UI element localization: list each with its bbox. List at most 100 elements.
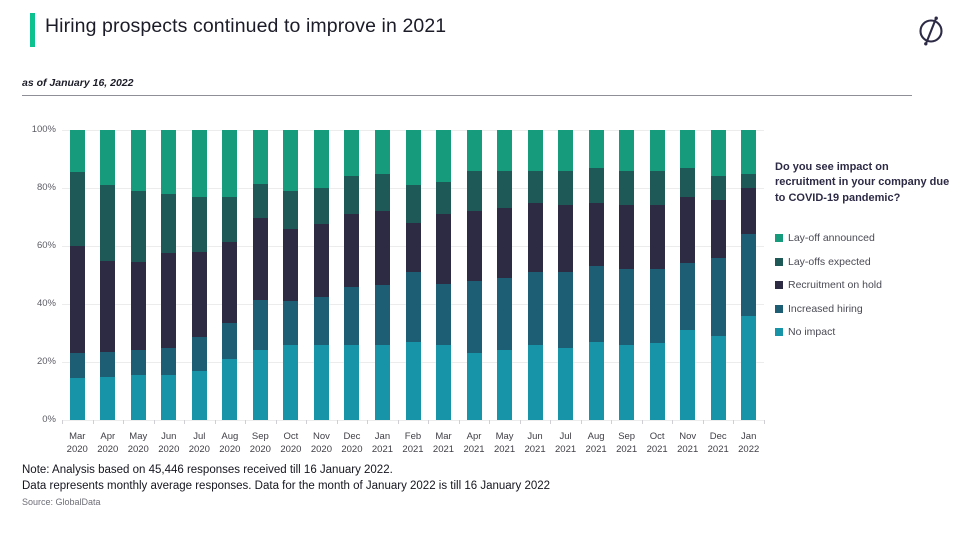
legend-swatch xyxy=(775,234,783,243)
bar-segment xyxy=(191,370,207,420)
bar-segment xyxy=(436,344,452,420)
x-axis-label: Jan 2022 xyxy=(738,431,760,455)
bar-segment xyxy=(191,196,207,252)
x-axis-tick xyxy=(489,420,491,424)
x-axis-tick xyxy=(214,420,216,424)
note-line-2: Data represents monthly average response… xyxy=(22,480,551,492)
x-axis-label: Dec 2021 xyxy=(707,431,729,455)
bar-segment xyxy=(191,337,207,371)
x-axis-label: Dec 2020 xyxy=(341,431,363,455)
bar-segment xyxy=(130,130,146,191)
bar-segment xyxy=(588,167,604,203)
bar-segment xyxy=(374,211,390,286)
x-axis-tick xyxy=(397,420,399,424)
bar-segment xyxy=(283,228,299,302)
bar-segment xyxy=(680,263,696,331)
legend-swatch xyxy=(775,328,783,337)
y-axis-tick-label: 20% xyxy=(36,356,56,367)
bar-segment xyxy=(497,350,513,420)
x-axis-tick xyxy=(306,420,308,424)
bar-segment xyxy=(527,170,543,203)
legend-item: Lay-offs expected xyxy=(775,256,950,268)
x-axis-label: May 2021 xyxy=(493,431,516,455)
x-axis-label: Apr 2021 xyxy=(463,431,485,455)
legend-item: Lay-off announced xyxy=(775,232,950,244)
x-axis-label: Apr 2020 xyxy=(97,431,119,455)
note-line-1: Note: Analysis based on 45,446 responses… xyxy=(22,464,393,476)
bar-segment xyxy=(588,202,604,267)
bar-segment xyxy=(222,196,238,242)
stacked-bar xyxy=(191,130,207,420)
bar-segment xyxy=(100,351,116,377)
x-axis-tick xyxy=(428,420,430,424)
bar-segment xyxy=(344,130,360,177)
stacked-bar xyxy=(680,130,696,420)
gridline xyxy=(62,420,764,421)
bar-segment xyxy=(222,241,238,323)
bar-segment xyxy=(69,353,85,378)
bar-segment xyxy=(741,173,757,189)
x-axis-tick xyxy=(153,420,155,424)
x-axis-label: Jul 2021 xyxy=(555,431,577,455)
legend-label: Lay-offs expected xyxy=(788,255,871,268)
legend-label: Lay-off announced xyxy=(788,232,875,245)
bar-segment xyxy=(313,130,329,189)
bar-segment xyxy=(741,130,757,174)
x-axis-label: Mar 2020 xyxy=(66,431,88,455)
chart-legend: Do you see impact on recruitment in your… xyxy=(775,160,950,350)
stacked-bar xyxy=(558,130,574,420)
y-axis-tick-label: 0% xyxy=(42,414,56,425)
bar-segment xyxy=(100,376,116,420)
bar-segment xyxy=(191,130,207,197)
stacked-bar xyxy=(436,130,452,420)
stacked-bar xyxy=(588,130,604,420)
stacked-bar xyxy=(130,130,146,420)
bar-segment xyxy=(649,170,665,206)
legend-item: Recruitment on hold xyxy=(775,279,950,291)
stacked-bar xyxy=(466,130,482,420)
x-axis-tick xyxy=(275,420,277,424)
bar-segment xyxy=(710,130,726,177)
stacked-bar xyxy=(161,130,177,420)
bar-segment xyxy=(497,277,513,351)
bar-segment xyxy=(710,176,726,200)
bar-segment xyxy=(466,280,482,354)
bar-segment xyxy=(588,266,604,342)
legend-swatch xyxy=(775,281,783,290)
x-axis-label: Nov 2020 xyxy=(310,431,332,455)
stacked-bar xyxy=(527,130,543,420)
bar-segment xyxy=(283,130,299,191)
legend-question: Do you see impact on recruitment in your… xyxy=(775,161,950,204)
bar-segment xyxy=(374,130,390,174)
header-divider xyxy=(22,95,912,96)
stacked-bar xyxy=(374,130,390,420)
bar-segment xyxy=(130,190,146,262)
bar-segment xyxy=(161,347,177,376)
bar-segment xyxy=(527,272,543,345)
stacked-bar-chart: 0% 20% 40% 60% 80% 100% Mar 2020 Apr 2020 May 2020 J… xyxy=(32,124,765,455)
bar-segment xyxy=(436,283,452,345)
bar-segment xyxy=(161,375,177,420)
bar-segment xyxy=(344,214,360,287)
bar-segment xyxy=(283,344,299,420)
x-axis-label: Mar 2021 xyxy=(432,431,455,455)
bar-segment xyxy=(130,350,146,376)
bar-segment xyxy=(558,170,574,206)
bar-segment xyxy=(497,130,513,171)
x-axis-label: Jan 2021 xyxy=(371,431,394,455)
x-axis-label: Sep 2020 xyxy=(249,431,271,455)
bar-segment xyxy=(344,344,360,420)
bar-segment xyxy=(344,176,360,215)
stacked-bar xyxy=(222,130,238,420)
bar-segment xyxy=(313,344,329,420)
bar-segment xyxy=(527,202,543,273)
bar-segment xyxy=(741,188,757,235)
bar-segment xyxy=(619,130,635,171)
stacked-bar xyxy=(69,130,85,420)
x-axis-label: Jul 2020 xyxy=(188,431,210,455)
bar-segment xyxy=(313,188,329,225)
bar-segment xyxy=(680,167,696,197)
bar-segment xyxy=(558,205,574,273)
x-axis-label: Jun 2021 xyxy=(524,431,546,455)
bar-segment xyxy=(69,130,85,173)
